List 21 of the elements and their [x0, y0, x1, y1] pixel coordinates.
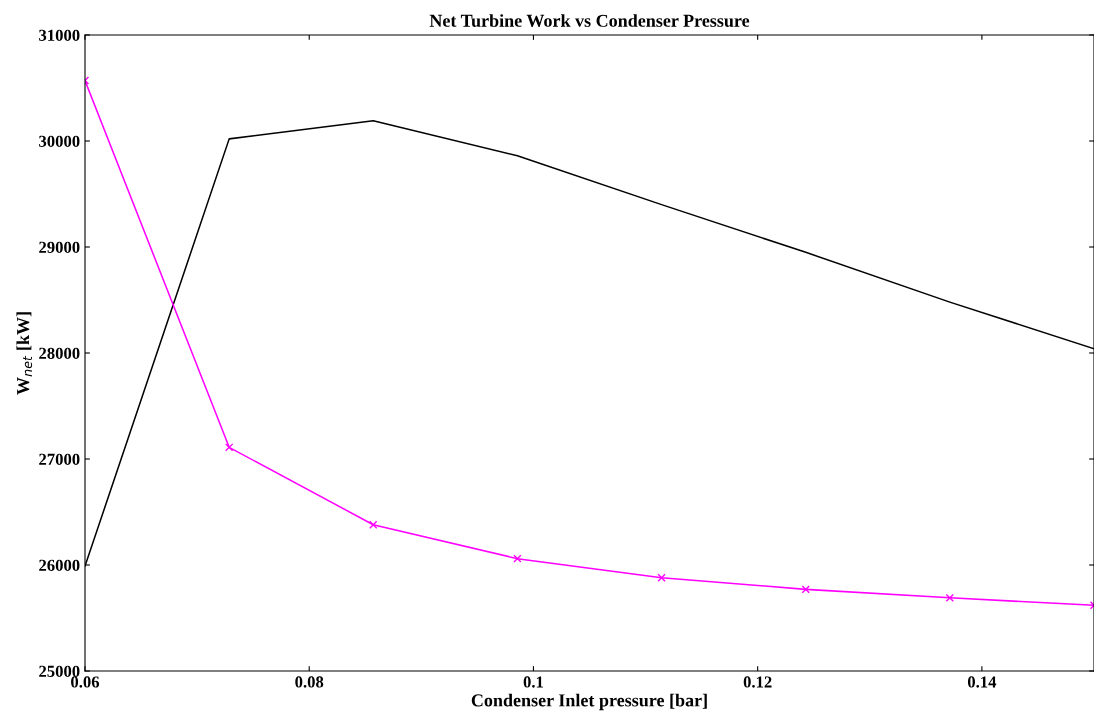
x-tick-label: 0.12 — [743, 676, 772, 688]
y-tick-label: 30000 — [39, 135, 80, 147]
y-axis-title: W$_{net}$ [kW] — [16, 312, 33, 395]
y-tick-label: 31000 — [39, 29, 80, 41]
point — [225, 443, 234, 452]
chart-title: Net Turbine Work vs Condenser Pressure — [429, 14, 750, 27]
y-tick-label: 26000 — [39, 559, 80, 571]
x-tick-label: 0.1 — [523, 676, 543, 688]
point — [657, 573, 666, 582]
x-tick-label: 0.06 — [71, 676, 100, 688]
point — [369, 520, 378, 529]
x-tick-label: 0.14 — [967, 676, 997, 688]
point — [513, 554, 522, 563]
y-tick-label: 29000 — [39, 241, 80, 253]
point — [801, 585, 810, 594]
x-axis-title: Condenser Inlet pressure [bar] — [471, 693, 707, 711]
y-tick-label: 25000 — [39, 665, 80, 677]
point — [945, 593, 954, 603]
y-tick-label: 27000 — [39, 453, 80, 465]
x-tick-label: 0.08 — [295, 676, 324, 688]
y-tick-label: 28000 — [39, 347, 80, 359]
